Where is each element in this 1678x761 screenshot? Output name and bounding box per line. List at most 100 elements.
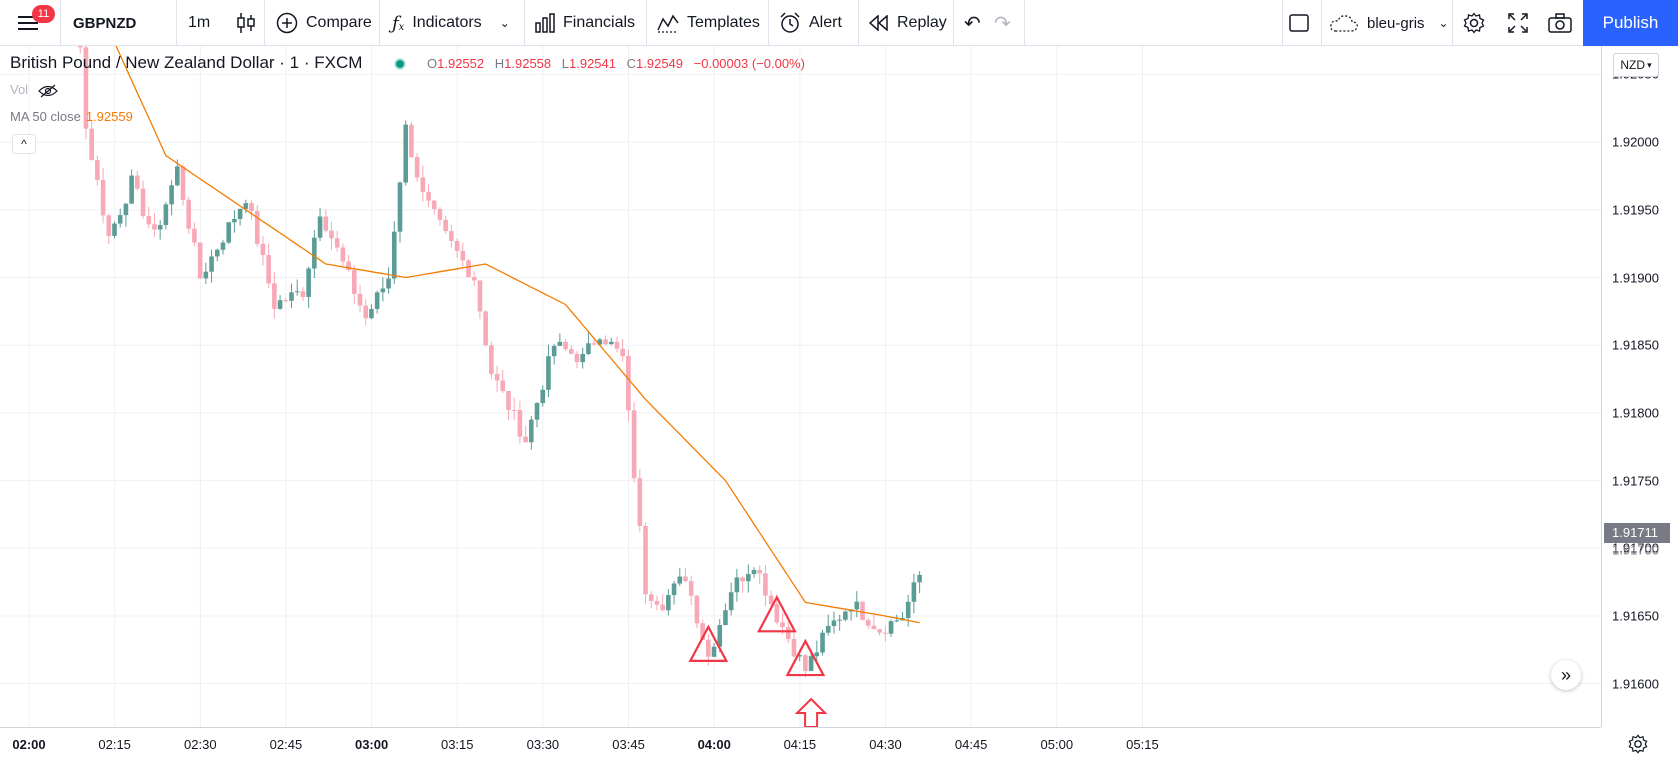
price-label: 1.91850 <box>1612 337 1659 353</box>
candle-body <box>386 278 391 289</box>
undo-button[interactable]: ↶ <box>964 0 981 46</box>
candle-body <box>352 270 357 294</box>
candle-body <box>631 410 637 479</box>
candle-body <box>369 308 374 319</box>
candle-body <box>157 225 163 230</box>
candle-body <box>580 353 586 363</box>
ma-legend[interactable]: MA 50 close 1.92559 <box>10 109 133 124</box>
alert-label: Alert <box>809 14 842 31</box>
market-status-dot[interactable] <box>394 58 406 70</box>
symbol-title[interactable]: British Pound / New Zealand Dollar · 1 ·… <box>10 53 363 72</box>
layout-menu-button[interactable]: bleu-gris ⌄ <box>1329 0 1449 46</box>
financials-button[interactable]: Financials <box>535 0 635 46</box>
chart-type-button[interactable] <box>236 0 256 46</box>
candle-body <box>317 216 323 238</box>
fullscreen-button[interactable] <box>1508 0 1528 46</box>
scroll-to-realtime-button[interactable]: » <box>1551 660 1581 690</box>
price-axis[interactable]: 1.920501.920001.919501.919001.918501.918… <box>1601 46 1678 727</box>
candle-body <box>534 403 540 420</box>
candle-body <box>865 620 871 626</box>
candle-body <box>791 639 797 657</box>
alert-button[interactable]: Alert <box>779 0 842 46</box>
candle-body <box>163 204 169 226</box>
ma-line <box>115 46 920 624</box>
publish-button[interactable]: Publish <box>1583 0 1678 46</box>
triangle-annotation <box>688 624 729 663</box>
candle-body <box>643 525 648 595</box>
fullscreen-icon <box>1508 13 1528 33</box>
candle-body <box>608 341 614 345</box>
candle-body <box>152 224 157 230</box>
low-value: 1.92541 <box>569 56 616 71</box>
candle-body <box>431 200 437 209</box>
candle-body <box>380 288 386 293</box>
eye-hidden-icon[interactable] <box>37 84 58 98</box>
time-label: 05:15 <box>1126 737 1159 752</box>
candle-body <box>146 215 152 225</box>
candle-body <box>803 655 808 671</box>
candle-body <box>888 621 894 634</box>
candle-body <box>266 255 271 284</box>
symbol-search-button[interactable]: GBPNZD <box>73 14 137 32</box>
layout-name: bleu-gris <box>1367 14 1425 32</box>
snapshot-button[interactable] <box>1548 0 1572 46</box>
financials-label: Financials <box>563 14 636 31</box>
candle-body <box>129 175 134 204</box>
candle-body <box>546 356 551 390</box>
currency-selector[interactable]: NZD ▾ <box>1613 53 1659 77</box>
candle-body <box>825 625 831 633</box>
camera-icon <box>1548 13 1572 33</box>
interval-button[interactable]: 1m <box>188 14 211 31</box>
chevron-down-icon[interactable]: ⌄ <box>499 16 510 30</box>
hamburger-icon <box>18 16 38 30</box>
price-label: 1.91750 <box>1612 473 1659 489</box>
candle-body <box>574 353 580 363</box>
candle-body <box>494 374 500 381</box>
candle-body <box>414 157 420 178</box>
replay-button[interactable]: Replay <box>869 0 947 46</box>
candle-body <box>363 305 369 319</box>
candle-body <box>106 215 112 236</box>
layout-toggle-button[interactable] <box>1288 0 1310 46</box>
ma-value: 1.92559 <box>85 109 133 124</box>
candle-body <box>860 601 865 621</box>
candle-body <box>140 188 146 216</box>
settings-button[interactable] <box>1463 0 1485 46</box>
menu-button[interactable] <box>18 0 40 46</box>
compare-button[interactable]: Compare <box>276 0 372 46</box>
candle-body <box>671 583 677 596</box>
candle-body <box>420 177 426 192</box>
volume-label: Vol <box>10 82 29 97</box>
candle-body <box>112 223 117 236</box>
gear-icon <box>1628 734 1648 754</box>
candle-body <box>723 610 728 626</box>
candle-body <box>774 604 780 623</box>
time-axis[interactable]: 02:00 02:15 02:30 02:45 03:00 03:15 03:30 03:45… <box>0 727 1601 761</box>
candle-body <box>89 128 94 160</box>
redo-button[interactable]: ↷ <box>994 0 1011 46</box>
candle-body <box>312 237 317 269</box>
candle-body <box>557 341 563 346</box>
chevron-down-icon: ⌄ <box>1438 16 1449 30</box>
candle-body <box>648 594 654 601</box>
candle-body <box>426 191 431 201</box>
candle-body <box>831 620 837 626</box>
volume-legend[interactable]: Vol <box>10 82 58 98</box>
candle-body <box>711 646 717 657</box>
candle-body <box>323 216 329 231</box>
candle-body <box>403 124 408 183</box>
candle-body <box>100 179 106 216</box>
candle-body <box>785 627 791 640</box>
candle-body <box>757 569 763 574</box>
legend-collapse-button[interactable]: ^ <box>12 134 36 154</box>
axis-settings-button[interactable] <box>1628 734 1648 759</box>
change-value: −0.00003 (−0.00%) <box>693 56 805 71</box>
candle-body <box>123 203 129 216</box>
candle-body <box>814 652 820 657</box>
price-chart[interactable] <box>0 46 1601 727</box>
templates-button[interactable]: Templates <box>657 0 760 46</box>
compare-label: Compare <box>306 14 372 31</box>
